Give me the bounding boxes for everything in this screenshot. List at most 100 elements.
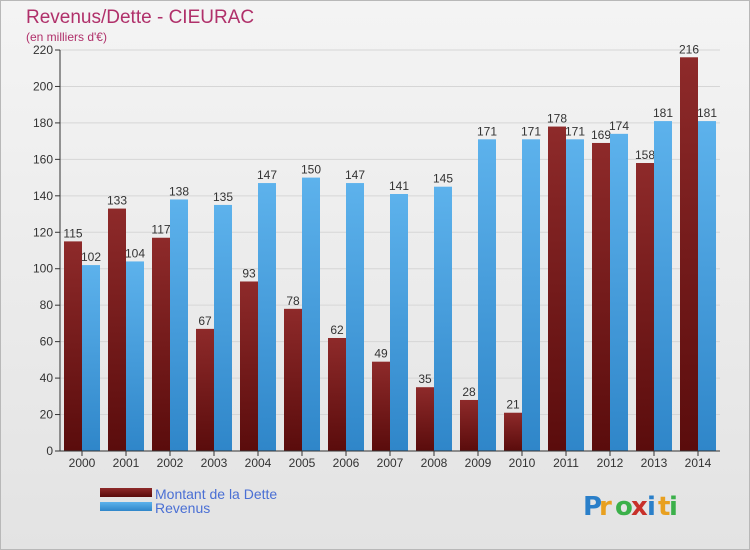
bar-revenus xyxy=(566,139,584,451)
data-label: 133 xyxy=(107,194,127,208)
bar-dette xyxy=(680,57,698,452)
bar-revenus xyxy=(478,139,496,451)
data-label: 62 xyxy=(330,323,344,337)
data-label: 171 xyxy=(565,124,585,138)
legend-swatch xyxy=(100,502,152,511)
data-label: 117 xyxy=(151,223,170,237)
logo-letter: i xyxy=(647,492,656,522)
proxiti-logo: Pr ox i ti xyxy=(583,492,678,522)
bar-revenus xyxy=(170,199,188,451)
logo-letter: t xyxy=(658,492,670,522)
data-label: 102 xyxy=(81,250,101,264)
y-tick-label: 60 xyxy=(40,335,54,349)
data-label: 78 xyxy=(286,294,300,308)
y-tick-label: 140 xyxy=(33,189,53,203)
x-tick-label: 2010 xyxy=(509,456,536,470)
data-label: 135 xyxy=(213,190,233,204)
data-label: 145 xyxy=(433,172,453,186)
data-label: 147 xyxy=(257,168,277,182)
logo-letter: P xyxy=(583,492,602,522)
bar-revenus xyxy=(346,183,364,452)
data-label: 158 xyxy=(635,148,655,162)
bar-dette xyxy=(152,237,170,451)
bar-dette xyxy=(196,328,214,451)
bar-revenus xyxy=(126,261,144,451)
legend-label: Revenus xyxy=(155,500,210,516)
logo-letter: x xyxy=(631,492,648,522)
data-label: 150 xyxy=(301,163,321,177)
bar-revenus xyxy=(522,139,540,451)
data-label: 169 xyxy=(591,128,611,142)
data-label: 67 xyxy=(198,314,212,328)
bar-dette xyxy=(416,387,434,451)
legend-swatch xyxy=(100,488,152,497)
bar-dette xyxy=(108,208,126,451)
x-tick-label: 2014 xyxy=(685,456,712,470)
x-tick-label: 2003 xyxy=(201,456,228,470)
logo-letter: i xyxy=(669,492,678,522)
data-label: 104 xyxy=(125,246,145,260)
data-label: 35 xyxy=(418,372,432,386)
data-label: 216 xyxy=(679,42,699,56)
x-tick-label: 2002 xyxy=(157,456,184,470)
bar-revenus xyxy=(610,133,628,451)
x-tick-label: 2007 xyxy=(377,456,404,470)
bar-dette xyxy=(284,308,302,451)
bar-dette xyxy=(372,361,390,451)
data-label: 181 xyxy=(697,106,717,120)
x-tick-label: 2001 xyxy=(113,456,140,470)
bar-dette xyxy=(504,412,522,451)
bar-revenus xyxy=(82,265,100,451)
data-label: 174 xyxy=(609,119,629,133)
x-tick-label: 2006 xyxy=(333,456,360,470)
chart-title: Revenus/Dette - CIEURAC xyxy=(26,7,254,28)
bar-dette xyxy=(328,337,346,451)
x-tick-label: 2012 xyxy=(597,456,624,470)
data-label: 28 xyxy=(462,385,476,399)
data-label: 171 xyxy=(521,124,541,138)
x-tick-label: 2000 xyxy=(69,456,96,470)
x-tick-label: 2009 xyxy=(465,456,492,470)
bar-dette xyxy=(548,126,566,452)
bars: 115 102 133 104 117 138 67 135 93 147 78 150 62 147 49… xyxy=(63,42,717,452)
data-label: 93 xyxy=(242,266,256,280)
y-tick-label: 20 xyxy=(40,408,54,422)
bar-dette xyxy=(636,163,654,451)
bar-revenus xyxy=(698,121,716,451)
bar-dette xyxy=(240,281,258,451)
axes: 0 20 40 60 80 100 120 140 160 180 200 220 2000 2001 20… xyxy=(33,43,720,470)
y-tick-label: 200 xyxy=(33,79,53,93)
y-tick-label: 180 xyxy=(33,116,53,130)
y-tick-label: 100 xyxy=(33,262,53,276)
bar-dette xyxy=(460,399,478,451)
y-tick-label: 120 xyxy=(33,225,53,239)
x-tick-label: 2004 xyxy=(245,456,272,470)
y-tick-label: 0 xyxy=(46,444,53,458)
logo-letter: o xyxy=(615,492,633,522)
legend-label: Montant de la Dette xyxy=(155,486,277,502)
bar-revenus xyxy=(390,193,408,451)
data-label: 178 xyxy=(547,112,567,126)
x-tick-label: 2008 xyxy=(421,456,448,470)
bar-dette xyxy=(64,241,82,451)
data-label: 147 xyxy=(345,168,365,182)
bar-dette xyxy=(592,142,610,451)
data-label: 49 xyxy=(374,347,388,361)
bar-revenus xyxy=(258,183,276,452)
y-tick-label: 40 xyxy=(40,371,54,385)
x-tick-label: 2005 xyxy=(289,456,316,470)
y-tick-label: 160 xyxy=(33,152,53,166)
bar-revenus xyxy=(434,186,452,452)
y-tick-label: 80 xyxy=(40,298,54,312)
data-label: 21 xyxy=(506,398,520,412)
data-label: 141 xyxy=(389,179,409,193)
x-tick-label: 2013 xyxy=(641,456,668,470)
logo-letter: r xyxy=(599,492,612,522)
data-label: 138 xyxy=(169,184,189,198)
data-label: 171 xyxy=(477,124,497,138)
chart-subtitle: (en milliers d'€) xyxy=(26,30,107,44)
y-tick-label: 220 xyxy=(33,43,53,57)
x-tick-label: 2011 xyxy=(553,456,579,470)
